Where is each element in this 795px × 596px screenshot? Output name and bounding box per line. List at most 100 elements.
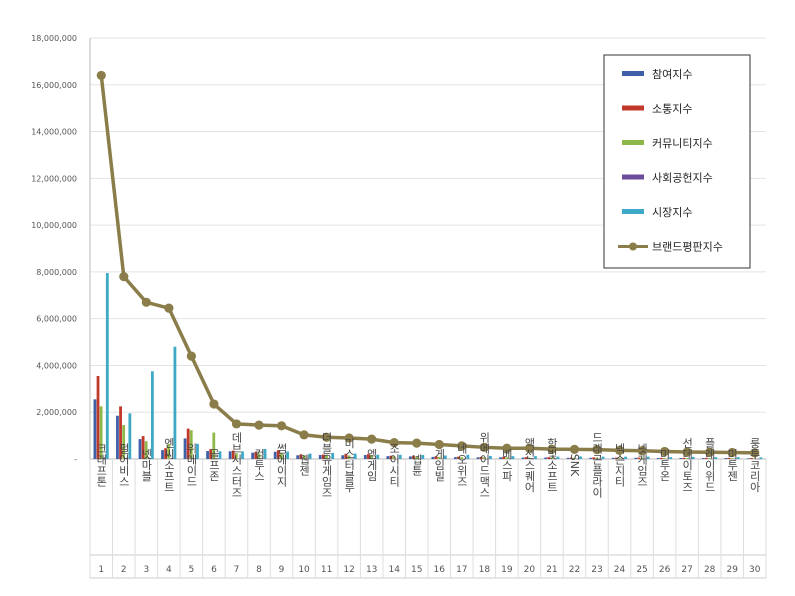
line-point [344,433,354,443]
x-category-label: 넷마블 [140,448,153,481]
legend-swatch [622,105,644,111]
bar [105,273,109,459]
y-tick-label: 2,000,000 [36,408,77,417]
line-point [637,446,647,456]
bar [569,457,573,459]
bar [283,458,286,460]
bar [505,457,509,459]
bar [150,371,154,459]
legend-swatch [622,209,644,214]
bar [566,457,570,459]
bar [161,450,164,459]
bar [621,458,624,460]
x-category-label: SNK [568,454,581,477]
y-tick-label: 10,000,000 [31,221,77,230]
bar [376,454,380,459]
bar [617,457,621,459]
brand-index-line [96,70,760,458]
bar [254,451,258,459]
y-tick-label: 14,000,000 [31,128,77,137]
bar [434,456,438,459]
bar [663,458,666,459]
bar [231,450,235,459]
bar [325,455,328,459]
bar [730,458,734,459]
line-point [186,351,196,361]
bar [576,458,579,460]
bar [736,457,740,459]
x-rank-label: 4 [166,565,172,575]
bar [614,457,618,459]
x-rank-label: 11 [321,565,332,575]
x-rank-label: 10 [298,565,310,575]
bar [589,457,593,459]
bar [714,457,718,459]
bar [350,458,354,460]
x-rank-label: 30 [749,565,761,575]
x-rank-label: 18 [479,565,491,575]
bar [299,454,303,459]
bar [479,456,483,459]
bar [102,457,106,459]
y-tick-label: 16,000,000 [31,81,77,90]
x-category-label: 더블유게임즈 [320,432,333,498]
x-category-label: 넥슨지티 [613,443,626,487]
bar [344,453,348,459]
x-category-label: 펄어비스 [117,443,130,487]
bar [443,455,447,459]
x-rank-label: 5 [189,565,195,575]
line-point [254,420,264,430]
x-category-label: 넷게임즈 [636,443,649,487]
bar [273,451,277,459]
bar [276,450,280,459]
bar [170,458,174,459]
x-rank-label: 13 [366,565,377,575]
bar [669,457,673,459]
bar [511,456,515,459]
bar [708,458,711,459]
bar [251,452,255,459]
legend-label: 시장지수 [652,206,692,219]
bar [395,458,399,460]
bar [666,458,669,460]
x-category-label: 데브시스터즈 [230,432,243,498]
x-category-label: 미투젠 [726,448,739,481]
bar [598,458,602,460]
x-rank-label: 21 [546,565,557,575]
bar [750,458,753,459]
bar [553,458,557,460]
x-rank-label: 3 [143,565,149,575]
bar [759,457,763,459]
x-category-label: 위메이드 [185,443,198,487]
bar [624,456,627,459]
bar [556,456,560,459]
line-point [524,443,535,453]
legend-box [603,54,751,269]
line-point [614,445,625,455]
bar [128,413,132,459]
bar [196,443,199,459]
line-point [547,444,557,454]
bar [656,458,660,459]
x-axis: 크래프톤 1 펄어비스 2 넷마블 3 엔씨소프트 4 위메이드 5 골프존 6 데브시스터즈 7 컴투스 8… [89,432,767,579]
legend-label: 소통지수 [652,103,692,116]
bar [659,457,663,459]
bar [331,452,335,459]
bar [125,457,129,459]
y-tick-label: 18,000,000 [31,34,77,43]
x-rank-label: 9 [279,565,285,575]
line-point [164,303,174,313]
bar [572,457,576,459]
bar [508,458,512,460]
legend-label: 사회공헌지수 [652,172,713,185]
bar [579,456,582,459]
bar [524,457,528,459]
bar [318,455,322,459]
legend-swatch-marker [629,242,637,251]
bar [685,458,689,459]
line-point [231,419,242,429]
bar [463,458,467,460]
bar [212,432,216,459]
bar [457,456,460,459]
